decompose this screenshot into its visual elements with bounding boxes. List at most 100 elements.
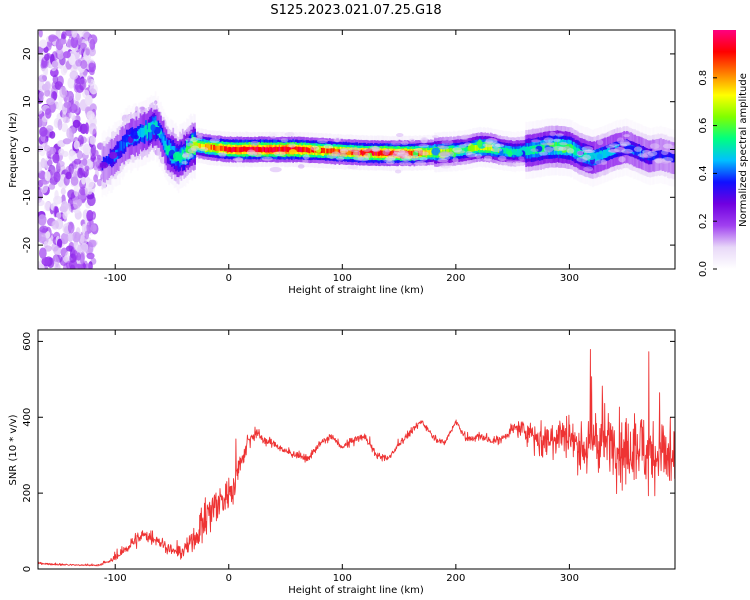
spectrogram-cell	[446, 148, 448, 155]
spectrogram-speckle	[43, 201, 52, 212]
spectrogram-cell	[388, 150, 391, 156]
spectrogram-speckle	[68, 163, 74, 175]
spectrogram-cell	[215, 145, 218, 151]
spectrogram-speckle	[79, 42, 87, 50]
snr-y-ticks: 0 200 400 600	[22, 332, 675, 572]
spectrogram-cell	[638, 147, 641, 156]
spectrogram-speckle	[44, 53, 50, 61]
spectrogram-cell	[121, 142, 124, 152]
spectrogram-speckle	[66, 90, 74, 102]
spectrogram-speckle	[39, 126, 48, 137]
spectrogram-halo	[288, 143, 296, 148]
spectrogram-blob	[150, 124, 156, 132]
spectrogram-halo	[339, 148, 349, 154]
spectrogram-halo	[352, 150, 361, 157]
spectrogram-speckle	[44, 108, 52, 119]
spectrogram-speckle	[52, 153, 60, 164]
spectrogram-cell	[225, 146, 228, 152]
spectrogram-cell	[147, 122, 150, 133]
spectrogram-speckle	[54, 190, 59, 200]
colorbar-tick-label: 0.4	[698, 165, 709, 181]
spectrogram-cell	[277, 147, 280, 153]
spectrogram-speckle	[38, 145, 44, 152]
spectrogram-halo	[336, 157, 345, 161]
spectrogram-cell	[574, 146, 577, 156]
spectrogram-cell	[300, 147, 303, 153]
spectrogram-speckle	[38, 46, 44, 54]
spectrogram-speckle	[56, 238, 63, 249]
spectrogram-cell	[267, 147, 270, 153]
spectrogram-cell	[450, 148, 453, 154]
spectrogram-y-axis-label: Frequency (Hz)	[8, 112, 19, 188]
spectrogram-halo	[209, 138, 220, 143]
spectrogram-cell	[196, 142, 199, 149]
spectrogram-cell	[542, 143, 545, 153]
spectrogram-cell	[451, 148, 454, 155]
spectrogram-speckle	[38, 232, 42, 243]
spectrogram-speckle	[84, 94, 93, 106]
spectrogram-speckle	[79, 143, 86, 151]
spectrogram-halo	[660, 160, 670, 164]
spectrogram-speckle	[86, 209, 94, 222]
spectrogram-cell	[605, 149, 608, 158]
spectrogram-halo	[555, 133, 564, 137]
spectrogram-cell	[243, 146, 245, 152]
spectrogram-cell	[331, 148, 334, 154]
spectrogram-speckle	[89, 38, 96, 51]
spectrogram-cell	[361, 150, 364, 156]
snr-x-tick-label: -100	[104, 573, 127, 584]
spectrogram-speckle	[47, 159, 53, 167]
spectrogram-speckle	[44, 245, 53, 252]
spectrogram-cell	[119, 141, 121, 151]
spectrogram-halo	[414, 160, 427, 166]
spectrogram-cell	[244, 146, 247, 152]
spectrogram-halo	[185, 142, 194, 147]
spectrogram-cell	[285, 146, 288, 152]
spectrogram-cell	[380, 150, 383, 156]
spectrogram-blob	[596, 153, 603, 160]
spectrogram-speckle	[78, 48, 83, 55]
spectrogram-cell	[582, 150, 585, 160]
spectrogram-halo	[394, 169, 402, 174]
spectrogram-halo	[261, 156, 273, 161]
spectrogram-cell	[297, 146, 300, 152]
spectrogram-speckle	[84, 122, 89, 135]
spectrogram-speckle	[94, 150, 99, 157]
spectrogram-cell	[222, 145, 225, 151]
spectrogram-cell	[570, 143, 572, 153]
spectrogram-speckle	[86, 110, 95, 120]
spectrogram-cell	[286, 147, 289, 153]
spectrogram-cell	[465, 147, 468, 153]
spectrogram-halo	[302, 154, 310, 160]
spectrogram-halo	[447, 151, 454, 157]
spectrogram-speckle	[89, 135, 96, 145]
spectrogram-cell	[262, 146, 265, 152]
spectrogram-halo	[616, 137, 625, 144]
spectrogram-speckle	[86, 178, 95, 189]
spectrogram-speckle	[60, 38, 67, 45]
spectrogram-cell	[476, 145, 478, 151]
spectrogram-cell	[487, 144, 489, 151]
spectrogram-speckle	[51, 60, 59, 68]
spectrogram-blob	[507, 150, 513, 157]
snr-plot-area	[38, 330, 675, 569]
spectrogram-cell	[375, 150, 378, 156]
spectrogram-halo	[640, 153, 649, 159]
spectrogram-cell	[162, 136, 165, 146]
spectrogram-cell	[412, 150, 414, 156]
spectrogram-speckle	[45, 230, 51, 239]
spectrogram-cell	[260, 147, 263, 153]
spectrogram-speckle	[73, 184, 80, 197]
spectrogram-cell	[349, 149, 352, 155]
spectrogram-y-tick-label: 0	[22, 146, 33, 152]
spectrogram-speckle	[79, 252, 85, 265]
spectrogram-cell	[371, 150, 374, 156]
spectrogram-cell	[266, 147, 269, 153]
spectrogram-speckle	[38, 199, 45, 207]
spectrogram-halo	[413, 147, 423, 153]
spectrogram-cell	[275, 146, 278, 152]
snr-y-tick-label: 0	[22, 566, 33, 572]
spectrogram-speckle	[62, 211, 68, 220]
spectrogram-cell	[329, 148, 331, 154]
